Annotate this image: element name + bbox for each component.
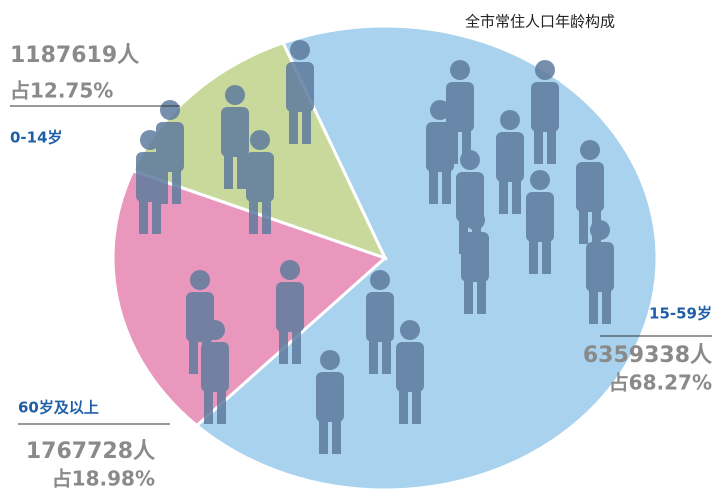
count-label: 6359338人 xyxy=(583,343,712,368)
category-label: 60岁及以上 xyxy=(18,399,99,417)
figure-leg xyxy=(429,168,438,204)
figure-leg xyxy=(189,338,198,374)
figure-leg xyxy=(529,238,538,274)
category-label: 15-59岁 xyxy=(649,305,712,323)
figure-head xyxy=(580,140,600,160)
figure-body xyxy=(221,107,249,157)
figure-body xyxy=(246,152,274,202)
figure-leg xyxy=(302,108,311,144)
figure-leg xyxy=(399,388,408,424)
figure-head xyxy=(205,320,225,340)
figure-head xyxy=(500,110,520,130)
figure-leg xyxy=(172,168,181,204)
figure-leg xyxy=(249,198,258,234)
figure-leg xyxy=(534,128,543,164)
figure-leg xyxy=(542,238,551,274)
figure-leg xyxy=(279,328,288,364)
figure-body xyxy=(461,232,489,282)
figure-leg xyxy=(602,288,611,324)
figure-body xyxy=(586,242,614,292)
figure-head xyxy=(320,350,340,370)
figure-body xyxy=(526,192,554,242)
figure-head xyxy=(370,270,390,290)
figure-leg xyxy=(412,388,421,424)
figure-head xyxy=(400,320,420,340)
figure-body xyxy=(286,62,314,112)
figure-leg xyxy=(262,198,271,234)
figure-body xyxy=(576,162,604,212)
figure-head xyxy=(280,260,300,280)
figure-head xyxy=(250,130,270,150)
figure-head xyxy=(160,100,180,120)
figure-head xyxy=(535,60,555,80)
chart: 全市常住人口年龄构成 1187619人占12.75% 0-14岁 6359338人占… xyxy=(0,0,722,497)
figure-head xyxy=(450,60,470,80)
figure-leg xyxy=(369,338,378,374)
figure-leg xyxy=(237,153,246,189)
figure-leg xyxy=(579,208,588,244)
figure-head xyxy=(430,100,450,120)
figure-leg xyxy=(477,278,486,314)
figure-leg xyxy=(499,178,508,214)
figure-leg xyxy=(139,198,148,234)
figure-head xyxy=(590,220,610,240)
figure-leg xyxy=(289,108,298,144)
count-label: 1187619人 xyxy=(10,43,139,68)
figure-body xyxy=(276,282,304,332)
category-label: 0-14岁 xyxy=(10,129,63,147)
figure-leg xyxy=(512,178,521,214)
figure-leg xyxy=(292,328,301,364)
figure-leg xyxy=(224,153,233,189)
value-label: 占18.98% xyxy=(52,467,155,491)
figure-body xyxy=(201,342,229,392)
figure-head xyxy=(465,210,485,230)
figure-leg xyxy=(589,288,598,324)
figure-leg xyxy=(204,388,213,424)
figure-body xyxy=(396,342,424,392)
figure-head xyxy=(530,170,550,190)
figure-leg xyxy=(464,278,473,314)
figure-body xyxy=(426,122,454,172)
value-label: 占68.27% xyxy=(609,371,712,395)
figure-head xyxy=(140,130,160,150)
figure-body xyxy=(136,152,164,202)
count-label: 1767728人 xyxy=(26,439,155,464)
figure-head xyxy=(225,85,245,105)
figure-leg xyxy=(152,198,161,234)
figure-body xyxy=(496,132,524,182)
figure-body xyxy=(316,372,344,422)
pie xyxy=(113,26,657,490)
figure-body xyxy=(531,82,559,132)
figure-head xyxy=(190,270,210,290)
chart-title: 全市常住人口年龄构成 xyxy=(465,13,615,31)
figure-body xyxy=(366,292,394,342)
value-label: 占12.75% xyxy=(10,79,113,103)
figure-leg xyxy=(332,418,341,454)
figure-head xyxy=(460,150,480,170)
figure-leg xyxy=(319,418,328,454)
figure-head xyxy=(290,40,310,60)
figure-leg xyxy=(442,168,451,204)
figure-leg xyxy=(547,128,556,164)
figure-leg xyxy=(217,388,226,424)
figure-leg xyxy=(382,338,391,374)
